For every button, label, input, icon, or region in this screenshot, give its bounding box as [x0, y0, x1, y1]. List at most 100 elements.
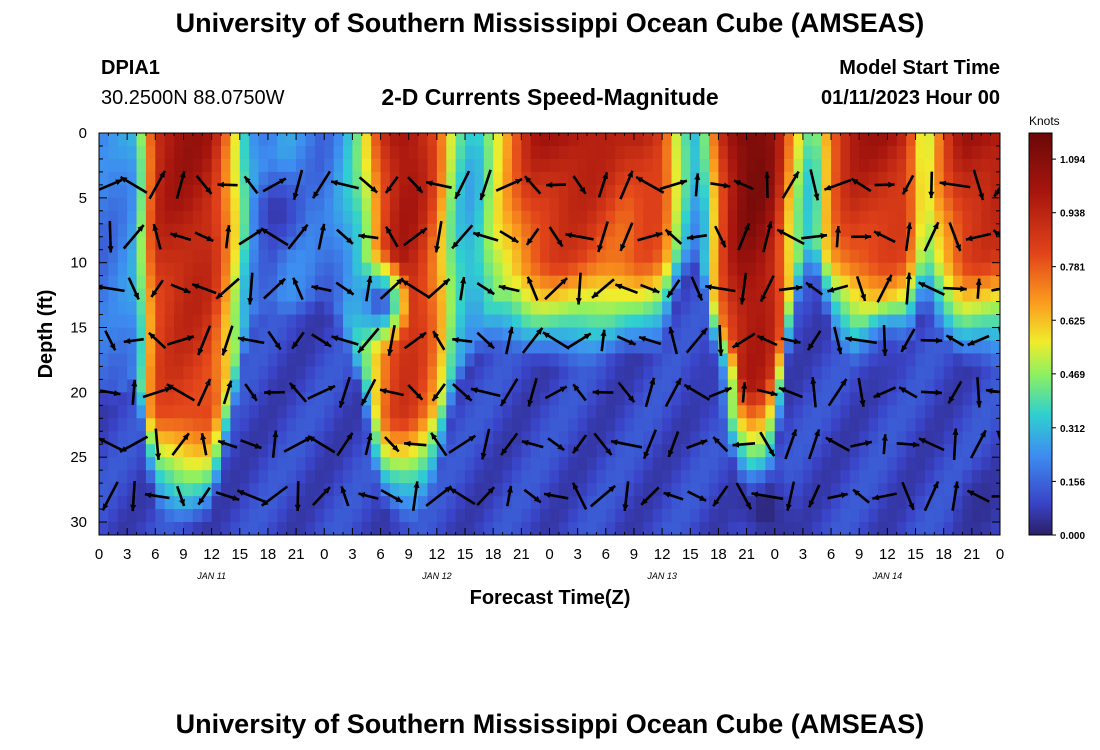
- heatmap-cell: [802, 379, 813, 393]
- current-arrow: [610, 439, 643, 449]
- heatmap-cell: [840, 288, 851, 303]
- heatmap-cell: [343, 405, 354, 419]
- heatmap-cell: [427, 197, 438, 212]
- heatmap-cell: [924, 509, 935, 523]
- x-tick-label: 18: [260, 546, 277, 563]
- heatmap-cell: [765, 496, 776, 510]
- heatmap-cell: [568, 314, 579, 329]
- heatmap-cell: [136, 444, 147, 458]
- heatmap-cell: [953, 249, 964, 264]
- heatmap-cell: [793, 145, 804, 160]
- heatmap-cell: [633, 366, 644, 380]
- heatmap-cell: [981, 353, 992, 368]
- heatmap-cell: [840, 275, 851, 290]
- heatmap-cell: [436, 249, 447, 264]
- heatmap-cell: [389, 314, 400, 329]
- arrow-head: [244, 176, 251, 184]
- heatmap-cell: [389, 249, 400, 264]
- heatmap-cell: [680, 405, 691, 419]
- heatmap-cell: [896, 171, 907, 186]
- heatmap-cell: [718, 288, 729, 303]
- heatmap-cell: [296, 133, 307, 147]
- heatmap-cell: [230, 340, 241, 355]
- heatmap-cell: [943, 249, 954, 264]
- heatmap-cell: [399, 379, 410, 393]
- heatmap-cell: [962, 327, 973, 342]
- heatmap-cell: [718, 301, 729, 316]
- heatmap-cell: [361, 301, 372, 316]
- heatmap-cell: [896, 392, 907, 406]
- heatmap-cell: [258, 327, 269, 342]
- current-arrow: [476, 331, 495, 350]
- heatmap-cell: [877, 145, 888, 160]
- heatmap-cell: [483, 522, 494, 535]
- heatmap-cell: [624, 483, 635, 497]
- heatmap-cell: [352, 405, 363, 419]
- heatmap-cell: [155, 133, 166, 147]
- heatmap-cell: [408, 483, 419, 497]
- current-arrow: [567, 332, 592, 349]
- arrow-head: [872, 494, 880, 501]
- current-arrow: [196, 325, 212, 356]
- heatmap-cell: [239, 418, 250, 432]
- colorbar-tick-label: 0.312: [1060, 424, 1085, 435]
- heatmap-cell: [174, 418, 185, 432]
- arrow-head: [559, 386, 567, 393]
- footer-title: University of Southern Mississippi Ocean…: [175, 709, 925, 739]
- heatmap-cell: [286, 457, 297, 471]
- heatmap-cell: [427, 418, 438, 432]
- heatmap-cell: [774, 171, 785, 186]
- heatmap-cell: [784, 340, 795, 355]
- heatmap-cell: [258, 379, 269, 393]
- heatmap-cell: [943, 223, 954, 238]
- heatmap-cell: [192, 210, 203, 225]
- heatmap-cell: [915, 509, 926, 523]
- heatmap-cell: [990, 249, 1000, 264]
- heatmap-cell: [587, 470, 598, 484]
- heatmap-cell: [699, 301, 710, 316]
- heatmap-cell: [408, 379, 419, 393]
- heatmap-cell: [211, 171, 222, 186]
- heatmap-cell: [934, 457, 945, 471]
- current-arrow: [244, 383, 258, 402]
- heatmap-cell: [896, 327, 907, 342]
- heatmap-cell: [352, 509, 363, 523]
- heatmap-cell: [915, 210, 926, 225]
- arrow-head: [928, 191, 935, 199]
- current-arrow: [150, 279, 164, 298]
- current-arrow: [714, 225, 727, 248]
- heatmap-cell: [643, 327, 654, 342]
- current-arrow: [407, 176, 424, 194]
- heatmap-cell: [380, 340, 391, 355]
- arrow-head: [346, 432, 353, 440]
- current-arrow: [827, 284, 849, 293]
- arrow-head: [386, 226, 392, 234]
- arrow-shaft: [996, 431, 1000, 443]
- heatmap-cell: [877, 366, 888, 380]
- current-arrow: [260, 485, 289, 507]
- heatmap-cell: [183, 431, 194, 445]
- heatmap-cell: [793, 262, 804, 277]
- heatmap-cell: [812, 379, 823, 393]
- heatmap-cell: [155, 262, 166, 277]
- heatmap-cell: [427, 133, 438, 147]
- heatmap-cell: [286, 145, 297, 160]
- heatmap-cell: [249, 457, 260, 471]
- current-arrow: [292, 169, 304, 201]
- current-arrow: [801, 232, 828, 240]
- heatmap-cell: [887, 405, 898, 419]
- heatmap-cell: [502, 366, 513, 380]
- heatmap-cell: [277, 184, 288, 199]
- heatmap-cell: [577, 262, 588, 277]
- heatmap-cell: [164, 184, 175, 199]
- heatmap-cell: [408, 210, 419, 225]
- heatmap-cell: [962, 210, 973, 225]
- heatmap-cell: [971, 314, 982, 329]
- heatmap-cell: [718, 470, 729, 484]
- heatmap-cell: [821, 158, 832, 173]
- heatmap-cell: [511, 158, 522, 173]
- arrow-head: [592, 291, 599, 298]
- heatmap-cell: [727, 418, 738, 432]
- heatmap-cell: [408, 522, 419, 535]
- heatmap-cell: [624, 158, 635, 173]
